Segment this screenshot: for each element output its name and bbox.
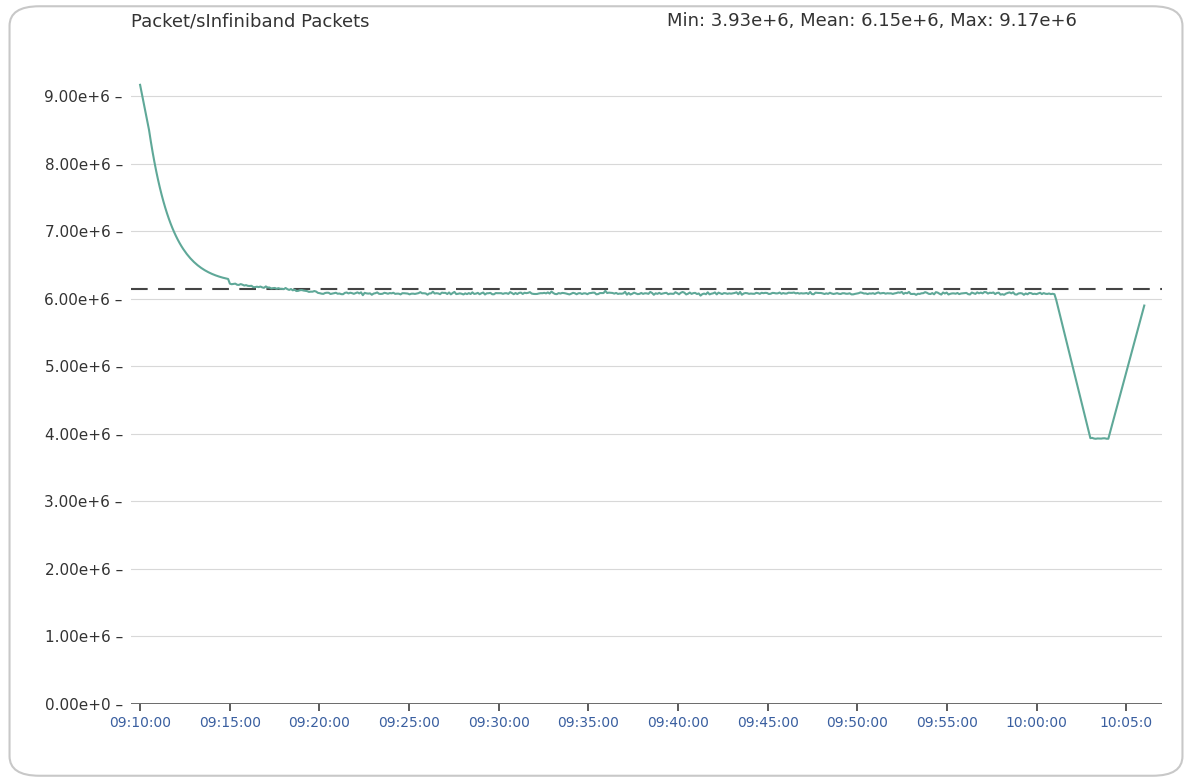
- Text: Min: 3.93e+6, Mean: 6.15e+6, Max: 9.17e+6: Min: 3.93e+6, Mean: 6.15e+6, Max: 9.17e+…: [668, 13, 1078, 30]
- Text: Packet/sInfiniband Packets: Packet/sInfiniband Packets: [131, 13, 370, 30]
